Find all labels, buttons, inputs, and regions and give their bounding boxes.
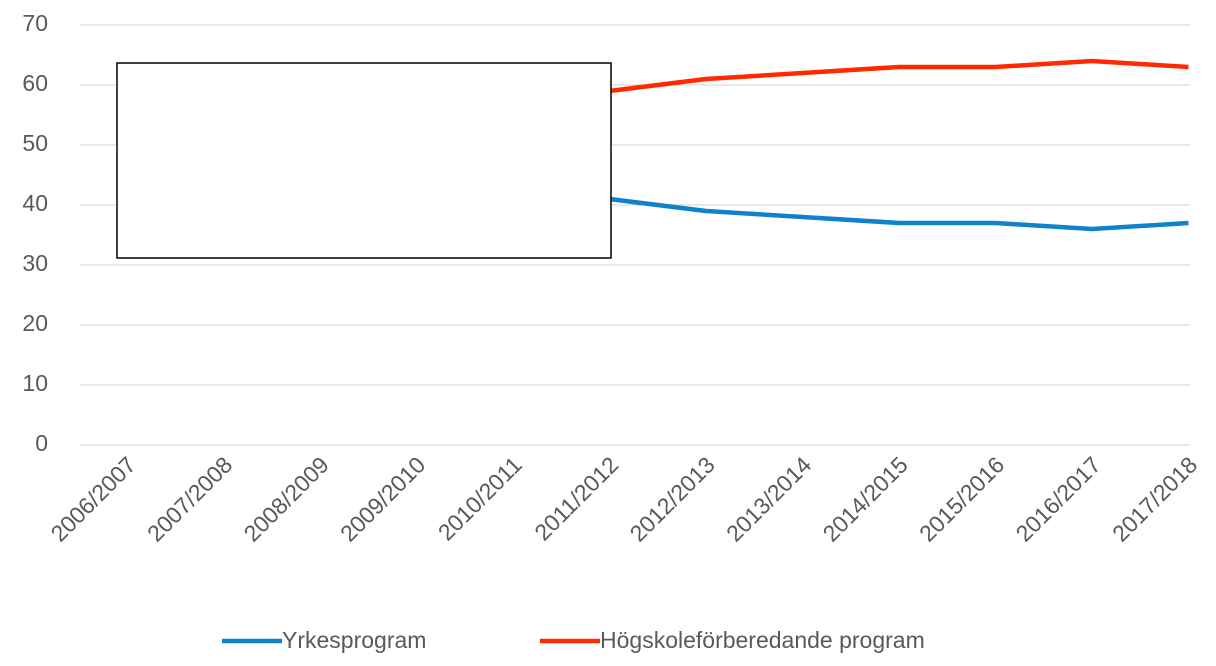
x-tick-label: 2012/2013 xyxy=(625,451,720,546)
x-tick-label: 2008/2009 xyxy=(239,451,334,546)
x-tick-label: 2007/2008 xyxy=(142,451,237,546)
y-tick-label: 60 xyxy=(22,70,48,96)
x-tick-label: 2006/2007 xyxy=(46,451,141,546)
y-tick-label: 20 xyxy=(22,310,48,336)
x-tick-label: 2010/2011 xyxy=(433,451,527,545)
y-tick-label: 40 xyxy=(22,190,48,216)
y-tick-label: 10 xyxy=(22,370,48,396)
legend-label: Yrkesprogram xyxy=(282,627,426,653)
y-tick-label: 50 xyxy=(22,130,48,156)
series-line xyxy=(609,196,1189,232)
legend-label: Högskoleförberedande program xyxy=(600,627,925,653)
series-line xyxy=(609,58,1189,94)
y-tick-label: 0 xyxy=(35,430,48,456)
cover-box xyxy=(116,62,612,259)
x-tick-label: 2013/2014 xyxy=(721,451,816,546)
x-tick-label: 2009/2010 xyxy=(335,451,430,546)
y-tick-label: 70 xyxy=(22,10,48,36)
x-tick-label: 2017/2018 xyxy=(1107,451,1202,546)
y-tick-label: 30 xyxy=(22,250,48,276)
x-tick-label: 2016/2017 xyxy=(1011,451,1106,546)
x-tick-label: 2015/2016 xyxy=(914,451,1009,546)
x-tick-label: 2011/2012 xyxy=(529,451,623,545)
x-tick-label: 2014/2015 xyxy=(818,451,913,546)
